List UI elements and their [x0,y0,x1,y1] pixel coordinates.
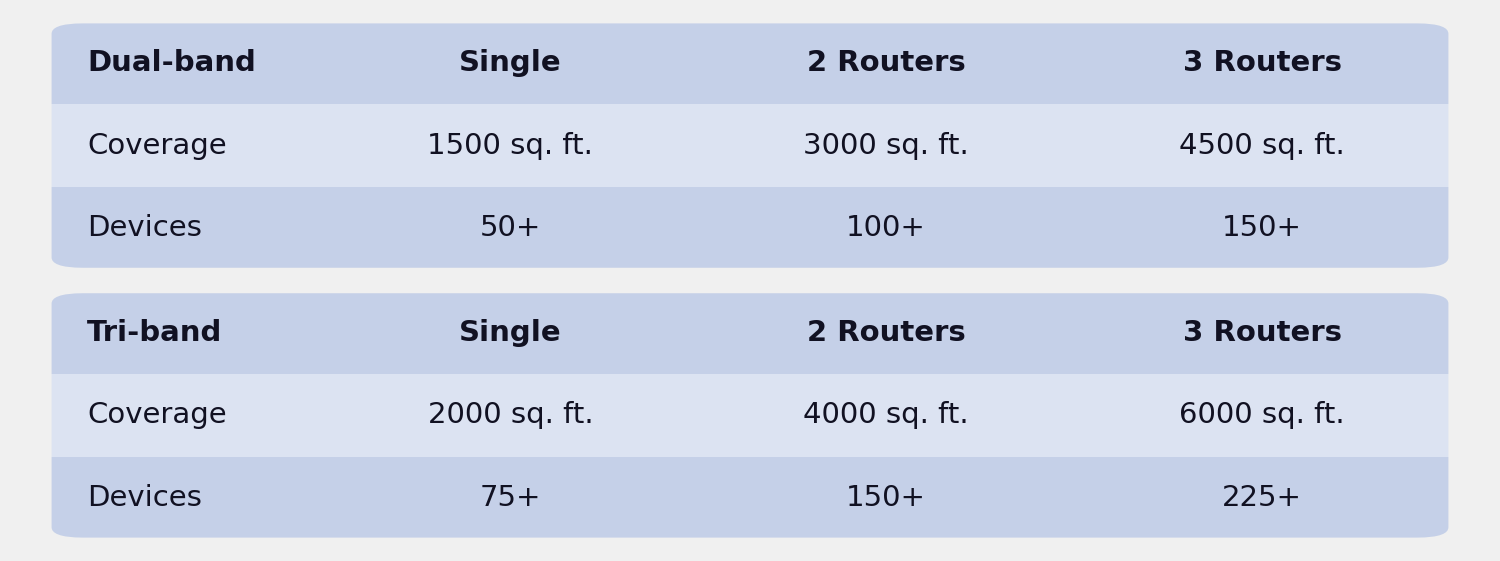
Text: 6000 sq. ft.: 6000 sq. ft. [1179,402,1346,429]
Text: 1500 sq. ft.: 1500 sq. ft. [427,132,594,159]
Text: 3 Routers: 3 Routers [1182,319,1341,347]
Text: 2000 sq. ft.: 2000 sq. ft. [427,402,592,429]
Text: 4000 sq. ft.: 4000 sq. ft. [802,402,969,429]
Text: Devices: Devices [87,214,202,242]
Text: 3 Routers: 3 Routers [1182,49,1341,77]
Text: 225+: 225+ [1222,484,1302,512]
Text: 2 Routers: 2 Routers [807,49,966,77]
Text: 50+: 50+ [480,214,542,242]
Text: Single: Single [459,319,561,347]
Text: 150+: 150+ [1222,214,1302,242]
FancyBboxPatch shape [50,21,1450,270]
Text: Devices: Devices [87,484,202,512]
Text: 150+: 150+ [846,484,926,512]
Text: Coverage: Coverage [87,132,226,159]
Text: Coverage: Coverage [87,402,226,429]
Text: 75+: 75+ [480,484,542,512]
Text: 100+: 100+ [846,214,926,242]
Bar [50,374,1450,457]
Text: 4500 sq. ft.: 4500 sq. ft. [1179,132,1346,159]
Text: 2 Routers: 2 Routers [807,319,966,347]
Bar [50,104,1450,187]
Text: Single: Single [459,49,561,77]
Text: Dual-band: Dual-band [87,49,256,77]
Text: 3000 sq. ft.: 3000 sq. ft. [802,132,969,159]
FancyBboxPatch shape [50,291,1450,540]
Text: Tri-band: Tri-band [87,319,222,347]
